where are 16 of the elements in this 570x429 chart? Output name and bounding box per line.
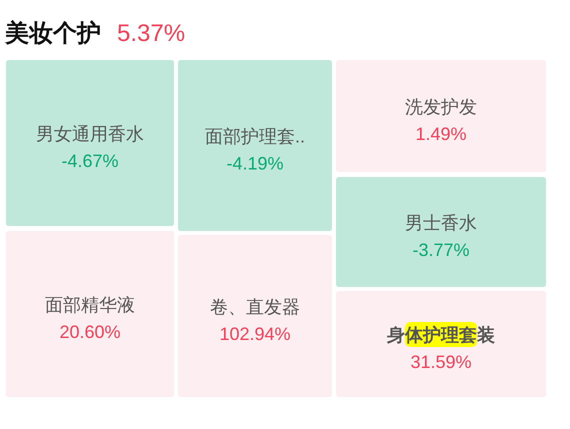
category-label: 洗发护发 [405,97,477,117]
data-label: 102.94% [219,324,291,344]
data-label: 1.49% [415,124,467,144]
data-label: 20.60% [59,322,121,342]
category-label: 男士香水 [405,213,477,233]
category-label: 面部精华液 [45,295,135,315]
category-label: 男女通用香水 [36,124,144,144]
data-label: -3.77% [412,240,470,260]
text: 美妆个护 [4,19,101,47]
text: 5.37% [117,20,186,47]
category-label: 身体护理套装 [386,325,495,345]
data-label: -4.67% [61,151,119,171]
data-label: -4.19% [226,154,284,174]
data-label: 31.59% [410,352,472,372]
category-label: 面部护理套.. [204,126,306,146]
category-label: 卷、直发器 [210,297,300,317]
